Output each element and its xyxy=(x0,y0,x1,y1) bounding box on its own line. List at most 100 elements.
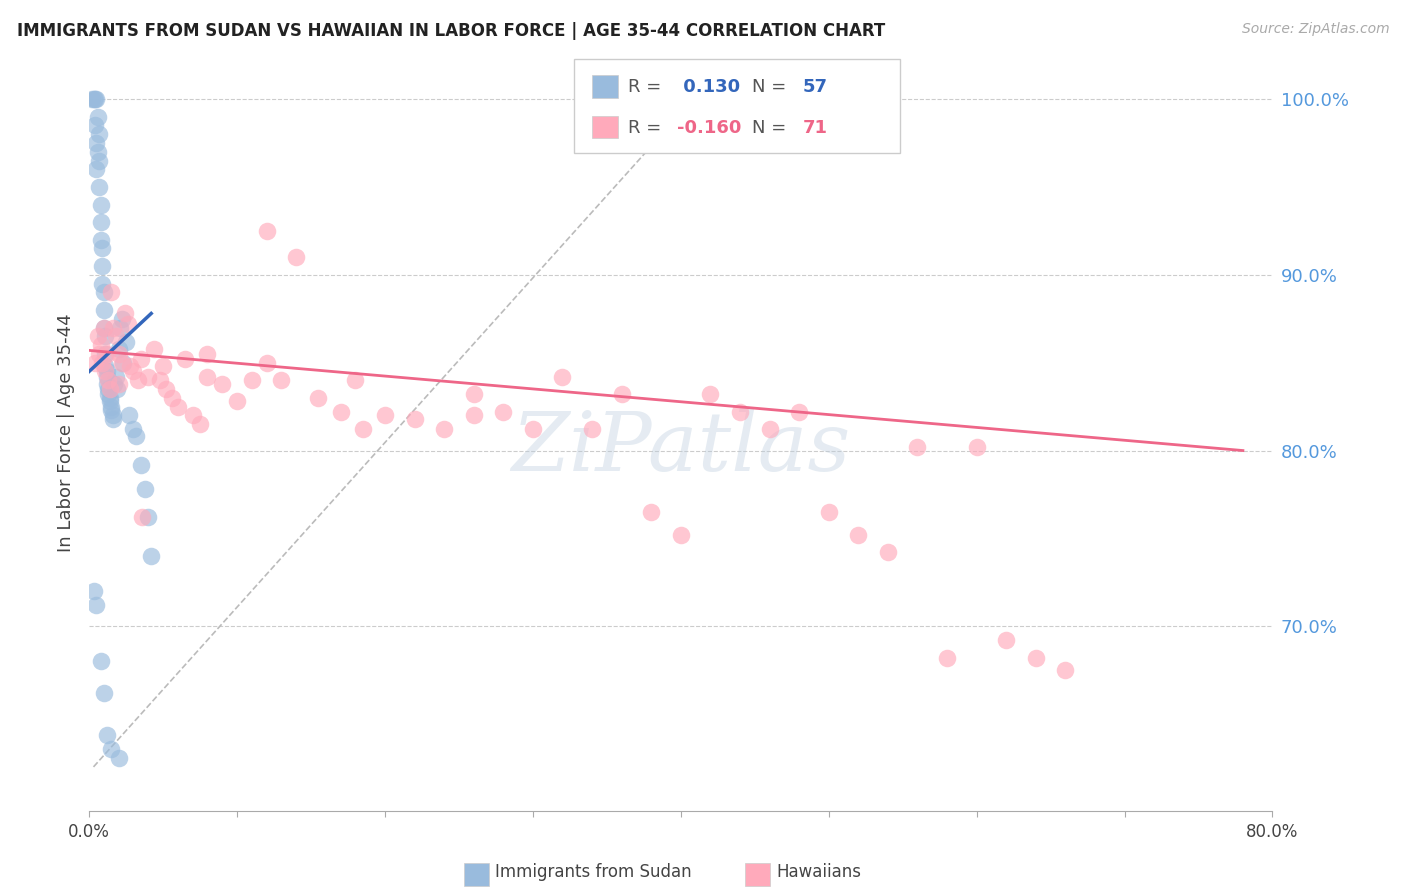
Point xyxy=(181,409,204,423)
Point xyxy=(90,233,112,247)
Point xyxy=(966,440,988,454)
Point xyxy=(114,306,136,320)
Point xyxy=(91,259,114,273)
Point xyxy=(90,197,112,211)
Point xyxy=(374,409,396,423)
Point xyxy=(101,409,124,423)
Point xyxy=(94,329,117,343)
Point xyxy=(98,391,121,405)
Point xyxy=(93,302,115,317)
Point xyxy=(100,742,122,756)
Point xyxy=(131,510,153,524)
Point xyxy=(107,342,129,356)
Point xyxy=(89,347,111,361)
Point xyxy=(89,127,111,141)
Point xyxy=(141,549,163,563)
Point xyxy=(125,429,148,443)
Point xyxy=(240,373,263,387)
Point xyxy=(149,373,172,387)
Point xyxy=(758,422,780,436)
FancyBboxPatch shape xyxy=(592,116,619,138)
Point xyxy=(112,356,135,370)
Point xyxy=(285,250,308,264)
Point xyxy=(100,285,122,300)
Point xyxy=(197,347,219,361)
Point xyxy=(93,285,115,300)
Point xyxy=(270,373,292,387)
Point xyxy=(103,376,125,391)
Point xyxy=(90,655,112,669)
Point xyxy=(143,342,166,356)
Point xyxy=(122,422,145,436)
Point xyxy=(907,440,929,454)
Text: Immigrants from Sudan: Immigrants from Sudan xyxy=(495,863,692,881)
Point xyxy=(1025,651,1047,665)
Point xyxy=(129,458,152,472)
Point xyxy=(87,329,110,343)
Point xyxy=(640,505,662,519)
Point xyxy=(91,356,114,370)
Point xyxy=(105,382,128,396)
Text: 71: 71 xyxy=(803,119,828,136)
Point xyxy=(110,356,132,370)
Point xyxy=(846,528,869,542)
Point xyxy=(166,400,188,414)
Text: R =: R = xyxy=(627,78,666,96)
Point xyxy=(89,153,111,168)
Point xyxy=(936,651,959,665)
Point xyxy=(87,110,110,124)
Point xyxy=(83,92,105,106)
Point xyxy=(115,334,138,349)
Point xyxy=(87,145,110,159)
Point xyxy=(120,359,142,374)
Point xyxy=(117,317,139,331)
Text: -0.160: -0.160 xyxy=(678,119,741,136)
Point xyxy=(86,162,108,177)
Point xyxy=(787,405,810,419)
Point xyxy=(492,405,515,419)
Point xyxy=(108,320,131,334)
Point xyxy=(80,92,103,106)
Point xyxy=(188,417,211,432)
Point xyxy=(97,373,120,387)
Point xyxy=(101,412,124,426)
Point xyxy=(136,369,159,384)
Point xyxy=(93,320,115,334)
Point xyxy=(344,373,367,387)
Point xyxy=(728,405,751,419)
Point xyxy=(83,584,105,599)
Point xyxy=(211,376,233,391)
Point xyxy=(551,369,574,384)
Point xyxy=(84,119,107,133)
Text: Source: ZipAtlas.com: Source: ZipAtlas.com xyxy=(1241,22,1389,37)
Point xyxy=(1054,663,1077,677)
Point xyxy=(197,369,219,384)
Point xyxy=(226,394,249,409)
Point xyxy=(127,373,149,387)
Point xyxy=(122,364,145,378)
Point xyxy=(107,751,129,765)
Point xyxy=(110,311,132,326)
Point xyxy=(118,409,141,423)
Point xyxy=(93,320,115,334)
Point xyxy=(463,387,485,401)
Point xyxy=(84,92,107,106)
Point xyxy=(97,387,120,401)
Point xyxy=(134,482,156,496)
Point xyxy=(669,528,692,542)
Point xyxy=(86,598,108,612)
Text: 0.130: 0.130 xyxy=(678,78,741,96)
Point xyxy=(100,400,122,414)
Point xyxy=(581,422,603,436)
Point xyxy=(90,338,112,352)
FancyBboxPatch shape xyxy=(574,59,900,153)
Point xyxy=(136,510,159,524)
Point xyxy=(98,382,121,396)
Point xyxy=(100,403,122,417)
Text: ZiPatlas: ZiPatlas xyxy=(512,409,851,488)
Point xyxy=(101,320,124,334)
Point xyxy=(817,505,839,519)
Point xyxy=(97,382,120,396)
Point xyxy=(404,412,426,426)
Point xyxy=(129,352,152,367)
